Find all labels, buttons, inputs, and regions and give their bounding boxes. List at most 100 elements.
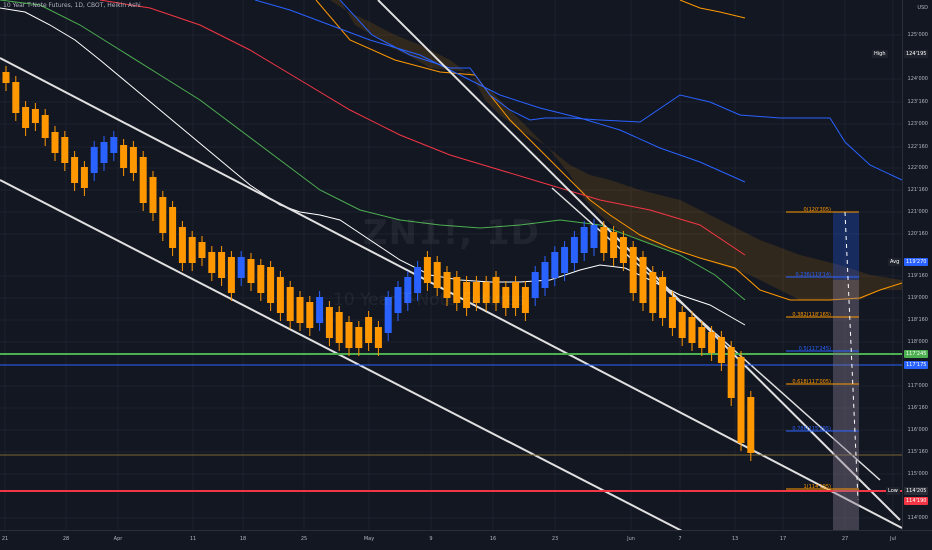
fib-trend-line xyxy=(844,211,859,501)
red-line-tag: 114'190 xyxy=(904,497,929,505)
fib-level-label: 0.618(117'005) xyxy=(792,379,831,385)
candle xyxy=(110,137,118,153)
price-label: 124'000 xyxy=(907,76,928,82)
candle xyxy=(619,237,627,263)
date-label: Jul xyxy=(889,536,897,542)
candle xyxy=(570,237,578,263)
candle xyxy=(649,272,657,313)
price-label: 116'160 xyxy=(907,405,928,411)
candle xyxy=(41,115,49,138)
candle xyxy=(188,237,196,263)
candle xyxy=(198,242,206,258)
high-tag-label: High xyxy=(872,50,888,58)
date-label: Jun xyxy=(627,536,635,542)
candle xyxy=(12,82,20,113)
candle xyxy=(659,277,667,318)
date-label: 9 xyxy=(429,536,433,542)
trendline xyxy=(0,179,685,533)
candle xyxy=(345,322,353,348)
price-label: 121'000 xyxy=(907,209,928,215)
candle xyxy=(492,277,500,303)
date-label: 25 xyxy=(300,536,308,542)
candle xyxy=(218,252,226,278)
candle xyxy=(90,147,98,173)
candle xyxy=(551,252,559,278)
price-label: 121'160 xyxy=(907,187,928,193)
candle xyxy=(306,302,314,328)
candle xyxy=(159,197,167,233)
candle xyxy=(590,225,598,248)
candle xyxy=(286,287,294,321)
candle xyxy=(727,347,735,398)
date-label: 13 xyxy=(731,536,739,542)
symbol-watermark: ZN1!, 1D xyxy=(363,213,540,253)
date-label: 28 xyxy=(62,536,70,542)
candle xyxy=(178,227,186,263)
price-label: 123'160 xyxy=(907,99,928,105)
candle xyxy=(384,297,392,333)
candle xyxy=(296,297,304,323)
date-label: 27 xyxy=(841,536,849,542)
price-label: 118'160 xyxy=(907,317,928,323)
date-label: 18 xyxy=(239,536,247,542)
green-line-tag: 117'245 xyxy=(904,350,929,358)
candle xyxy=(2,72,10,83)
date-label: 17 xyxy=(779,536,787,542)
candle xyxy=(463,282,471,308)
candle xyxy=(453,277,461,303)
candle xyxy=(433,262,441,288)
candle xyxy=(688,317,696,343)
candle xyxy=(71,157,79,183)
blue-line-tag: 117'175 xyxy=(904,361,929,369)
candle xyxy=(139,157,147,203)
candle xyxy=(22,107,30,128)
candle xyxy=(678,312,686,338)
candle xyxy=(541,262,549,288)
currency-label: USD xyxy=(917,5,928,11)
candle xyxy=(639,257,647,303)
red-ma-line xyxy=(99,0,746,256)
candle xyxy=(227,257,235,293)
upper-orange-line xyxy=(679,0,746,19)
candle xyxy=(747,397,755,453)
date-label: 21 xyxy=(1,536,9,542)
time-axis[interactable] xyxy=(0,530,932,550)
price-label: 119'000 xyxy=(907,295,928,301)
candle xyxy=(717,337,725,363)
candle xyxy=(610,232,618,258)
green-ma-line xyxy=(0,0,746,301)
candle xyxy=(423,257,431,283)
candle xyxy=(521,287,529,313)
candle xyxy=(512,282,520,308)
price-label: 125'000 xyxy=(907,32,928,38)
candle xyxy=(355,327,363,348)
candle xyxy=(629,247,637,293)
blue-ma-line xyxy=(254,0,746,183)
fib-level-label: 0.236(119'14) xyxy=(795,272,832,278)
chart-title: 10 Year T-Note Futures, 1D, CBOT, Heikin… xyxy=(3,2,141,9)
candle xyxy=(394,287,402,313)
price-label: 122'000 xyxy=(907,165,928,171)
candle xyxy=(129,147,137,173)
candle xyxy=(100,142,108,163)
candle xyxy=(257,265,265,293)
candle xyxy=(472,282,480,303)
fib-level-label: 0(120'305) xyxy=(803,207,831,213)
candle xyxy=(365,317,373,343)
fib-projection-box xyxy=(833,212,859,532)
price-label: 119'160 xyxy=(907,273,928,279)
candle xyxy=(120,145,128,168)
candle xyxy=(51,132,59,153)
candle xyxy=(482,282,490,303)
candle xyxy=(247,259,255,283)
candle xyxy=(708,332,716,353)
avg-tag-label: Avg xyxy=(888,258,902,266)
candle xyxy=(149,177,157,213)
candle xyxy=(316,297,324,323)
trendline xyxy=(377,0,901,521)
white-ma-line xyxy=(0,7,746,326)
fib-level-label: 1(114'195) xyxy=(803,484,831,490)
date-label: 11 xyxy=(189,536,197,542)
candle xyxy=(237,257,245,278)
